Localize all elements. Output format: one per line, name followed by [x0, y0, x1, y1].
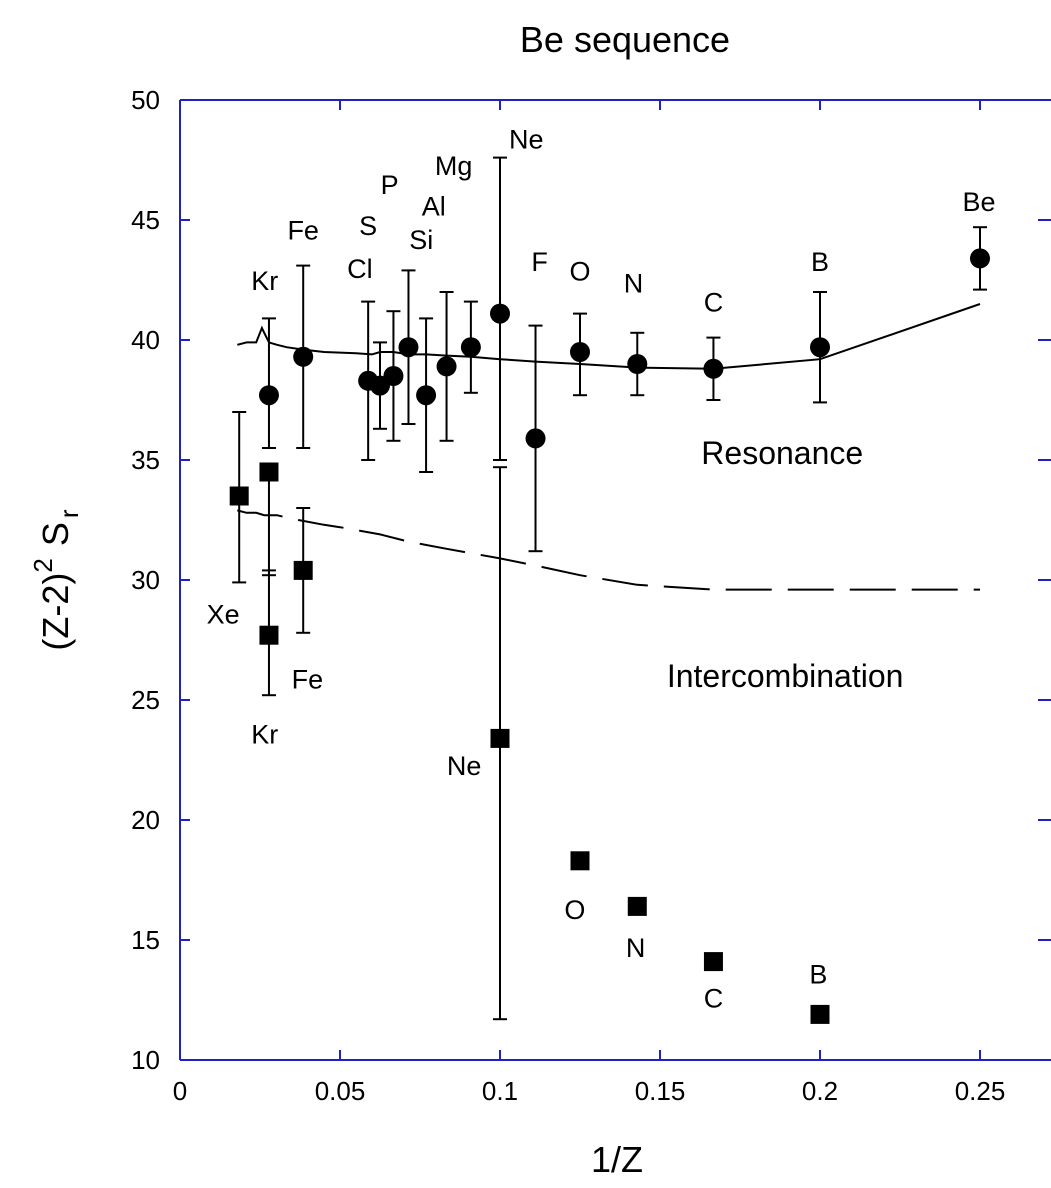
resonance-point [810, 337, 830, 358]
point-label: C [704, 288, 724, 318]
resonance-point [525, 428, 546, 449]
point-label: Kr [251, 266, 278, 296]
region-label: Resonance [701, 435, 863, 471]
axis-ticks: 0 0.05 0.1 0.15 0.2 0.25 10 15 20 25 30 35 40 45 50 [131, 85, 1051, 1106]
error-bars [232, 156, 987, 1021]
resonance-point [436, 356, 457, 377]
resonance-point [460, 337, 481, 358]
resonance-point [490, 303, 510, 324]
x-tick-label: 0.15 [635, 1076, 686, 1106]
point-label: O [569, 256, 590, 286]
y-axis-label-symbol: S [35, 522, 76, 546]
intercombination-point [259, 462, 279, 482]
y-tick-label: 40 [131, 325, 160, 355]
resonance-point [703, 358, 724, 379]
y-axis-label-sub: r [54, 509, 84, 518]
y-axis-label: (Z-2)2 Sr [28, 509, 84, 650]
svg-text:(Z-2)2Sr: (Z-2)2 Sr [28, 509, 84, 650]
point-label: B [809, 960, 827, 990]
point-label: Be [963, 187, 996, 217]
point-label: N [624, 268, 644, 298]
point-label: Xe [207, 600, 240, 630]
x-tick-label: 0.1 [482, 1076, 518, 1106]
y-axis-label-main: (Z-2) [35, 573, 76, 651]
intercombination-point [490, 728, 510, 748]
y-tick-label: 35 [131, 445, 160, 475]
point-label: P [381, 170, 399, 200]
intercombination-point [293, 560, 313, 580]
y-tick-label: 30 [131, 565, 160, 595]
x-tick-label: 0.2 [802, 1076, 838, 1106]
point-label: Si [409, 225, 433, 255]
resonance-point [258, 385, 279, 406]
x-tick-label: 0.25 [955, 1076, 1006, 1106]
resonance-point [398, 337, 419, 358]
point-label: N [626, 933, 646, 963]
point-label: Al [422, 192, 446, 222]
intercombination-point [259, 625, 279, 645]
theory-curves [237, 303, 981, 591]
resonance-point [970, 248, 990, 269]
y-tick-label: 10 [131, 1045, 160, 1075]
intercombination-point [627, 896, 647, 916]
y-axis-label-sup: 2 [28, 558, 58, 572]
y-tick-label: 50 [131, 85, 160, 115]
data-markers [229, 248, 990, 1024]
point-label: Kr [251, 720, 278, 750]
resonance-curve [237, 303, 981, 370]
point-label: F [531, 247, 548, 277]
point-label: Ne [509, 124, 544, 154]
chart-title: Be sequence [520, 19, 730, 60]
resonance-point [293, 346, 314, 367]
intercombination-point [570, 851, 590, 871]
point-label: Cl [347, 254, 373, 284]
y-tick-label: 15 [131, 925, 160, 955]
intercombination-point [810, 1004, 830, 1024]
region-label: Intercombination [667, 658, 904, 694]
point-label: B [811, 247, 829, 277]
point-label: Fe [292, 664, 324, 694]
x-tick-label: 0 [173, 1076, 187, 1106]
intercombination-point [703, 952, 723, 972]
y-tick-label: 25 [131, 685, 160, 715]
resonance-point [570, 342, 590, 362]
resonance-point [627, 354, 648, 374]
intercombination-curve [237, 509, 980, 591]
point-label: C [704, 984, 724, 1014]
x-axis-label: 1/Z [591, 1139, 643, 1180]
x-tick-label: 0.05 [315, 1076, 366, 1106]
intercombination-point [229, 486, 249, 506]
point-label: Ne [447, 751, 482, 781]
point-label: Fe [287, 216, 319, 246]
y-tick-label: 20 [131, 805, 160, 835]
resonance-point [383, 366, 404, 386]
point-label: O [564, 895, 585, 925]
resonance-point [416, 385, 437, 406]
point-label: S [359, 211, 377, 241]
y-tick-label: 45 [131, 205, 160, 235]
point-label: Mg [435, 151, 473, 181]
